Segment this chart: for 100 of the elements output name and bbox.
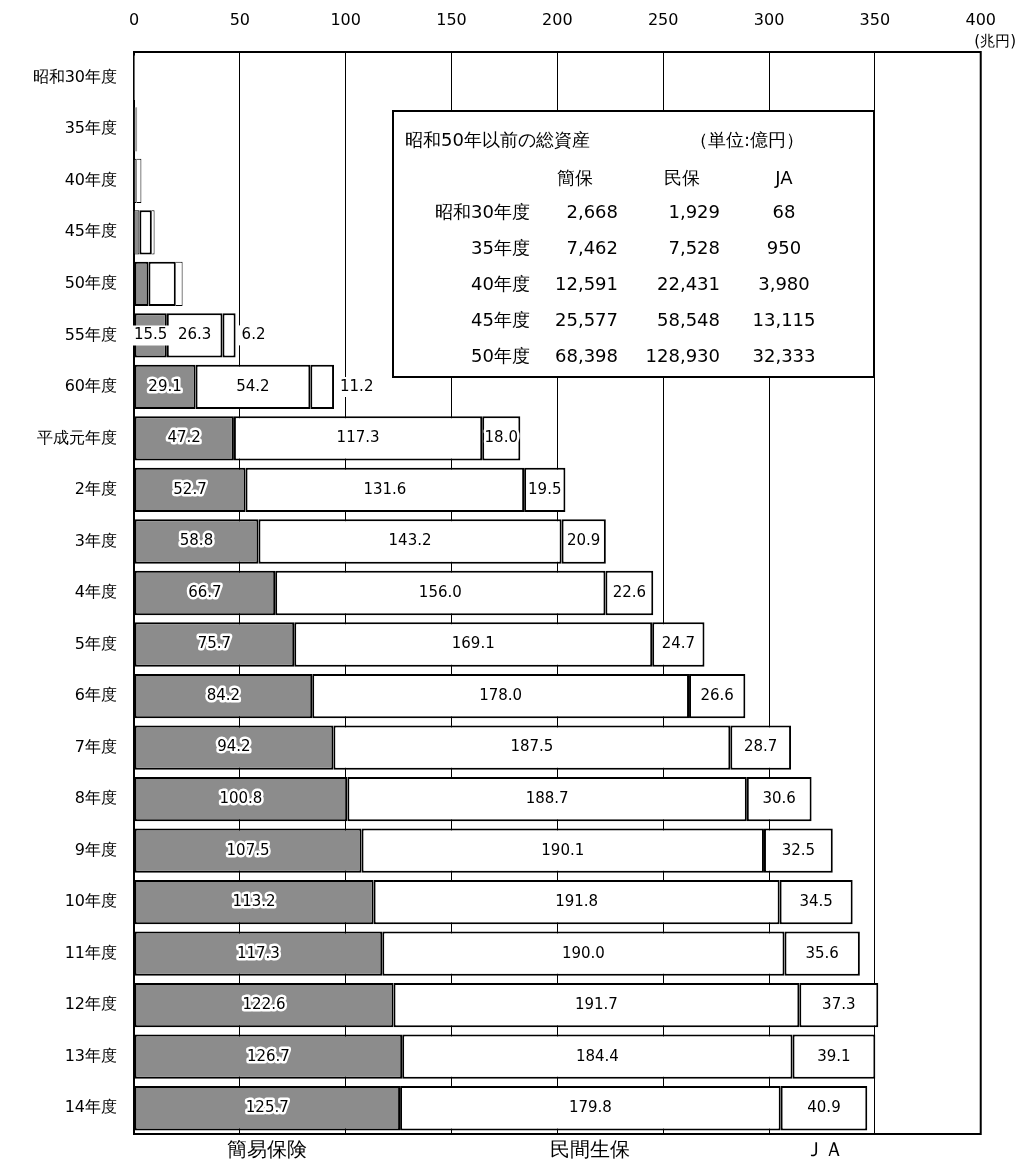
data-label: 84.2 (206, 685, 241, 704)
annotation: 7,528 (668, 237, 720, 258)
data-label: 58.8 (179, 531, 214, 550)
data-label: 169.1 (451, 634, 495, 653)
y-tick-label: 13年度 (64, 1045, 117, 1065)
y-tick-label: 平成元年度 (37, 427, 117, 447)
data-label: 34.5 (799, 892, 833, 911)
data-label: 47.2 (167, 428, 201, 447)
x-tick-label: 0 (128, 9, 140, 29)
data-label: 75.7 (197, 634, 232, 653)
data-label: 19.5 (528, 479, 562, 498)
data-label: 188.7 (525, 788, 569, 807)
annotation: 32,333 (752, 345, 816, 366)
annotation: JA (775, 167, 793, 188)
x-tick-label: 150 (436, 9, 467, 29)
data-label: 143.2 (388, 531, 432, 550)
annotation: 簡保 (557, 167, 593, 188)
data-label: 15.5 (133, 325, 168, 344)
data-label: 125.7 (245, 1098, 289, 1117)
data-label: 156.0 (418, 582, 462, 601)
data-label: 30.6 (762, 788, 796, 807)
x-tick-label: 50 (229, 9, 251, 29)
x-tick-label: 400 (965, 9, 996, 29)
data-label: 122.6 (242, 995, 286, 1014)
annotation: 1,929 (668, 201, 720, 222)
y-tick-label: 4年度 (74, 582, 117, 602)
annotation: 昭和50年以前の総資産 (405, 129, 590, 150)
series-label: 民間生保 (550, 1136, 631, 1161)
annotation: 950 (766, 237, 802, 258)
x-tick-label: 100 (330, 9, 361, 29)
annotation: 昭和30年度 (435, 201, 530, 222)
y-tick-label: 3年度 (74, 530, 117, 550)
data-label: 191.8 (555, 892, 599, 911)
data-label: 131.6 (363, 479, 407, 498)
data-label: 28.7 (743, 737, 778, 756)
annotation: 68 (772, 201, 796, 222)
annotation: 50年度 (471, 345, 530, 366)
annotation: 35年度 (471, 237, 530, 258)
y-tick-label: 昭和30年度 (32, 66, 117, 86)
data-label: 191.7 (574, 995, 618, 1014)
annotation: 7,462 (566, 237, 618, 258)
data-label: 107.5 (226, 840, 270, 859)
y-tick-label: 40年度 (64, 169, 117, 189)
annotation: 13,115 (752, 309, 816, 330)
x-tick-label: 300 (753, 9, 785, 29)
annotation: 12,591 (555, 273, 618, 294)
annotation: 68,398 (555, 345, 618, 366)
y-tick-label: 12年度 (64, 994, 117, 1014)
y-tick-label: 7年度 (74, 736, 117, 756)
data-label: 184.4 (575, 1046, 619, 1065)
data-label: 35.6 (805, 943, 839, 962)
y-tick-label: 2年度 (74, 479, 117, 499)
annotation: （単位:億円） (690, 129, 805, 150)
y-tick-label: 55年度 (64, 324, 117, 344)
y-tick-label: 50年度 (64, 273, 117, 293)
data-label: 32.5 (781, 840, 816, 859)
data-label: 126.7 (246, 1046, 290, 1065)
annotation: 58,548 (657, 309, 720, 330)
y-tick-label: 8年度 (74, 788, 117, 808)
y-tick-label: 11年度 (64, 942, 117, 962)
y-tick-label: 9年度 (74, 839, 117, 859)
y-tick-label: 5年度 (74, 633, 117, 653)
data-label: 54.2 (236, 376, 270, 395)
data-label: 187.5 (510, 737, 554, 756)
data-label: 190.1 (541, 840, 585, 859)
data-label: 66.7 (188, 582, 222, 601)
data-label: 94.2 (217, 737, 251, 756)
data-label: 11.2 (340, 376, 374, 395)
x-tick-label: 250 (647, 9, 679, 29)
data-label: 20.9 (567, 531, 601, 550)
x-tick-label: 200 (542, 9, 573, 29)
data-label: 100.8 (219, 788, 263, 807)
data-label: 26.3 (177, 325, 212, 344)
x-tick-label: 350 (859, 9, 891, 29)
data-label: 117.3 (336, 428, 380, 447)
annotation: 3,980 (758, 273, 810, 294)
data-label: 178.0 (479, 685, 523, 704)
annotation: 40年度 (471, 273, 530, 294)
data-label: 24.7 (661, 634, 696, 653)
data-label: 190.0 (561, 943, 605, 962)
data-label: 22.6 (612, 582, 647, 601)
x-axis-title: (兆円) (974, 31, 1016, 50)
y-tick-label: 10年度 (64, 891, 117, 911)
annotation: 45年度 (471, 309, 530, 330)
annotation: 2,668 (566, 201, 618, 222)
annotation: 民保 (664, 167, 700, 188)
series-label: ＪＡ (803, 1136, 844, 1161)
y-tick-label: 60年度 (64, 376, 117, 396)
annotation: 25,577 (555, 309, 618, 330)
series-label: 簡易保険 (227, 1136, 308, 1161)
annotation: 128,930 (645, 345, 720, 366)
data-label: 39.1 (817, 1046, 851, 1065)
y-tick-label: 6年度 (74, 685, 117, 705)
data-label: 18.0 (484, 428, 518, 447)
data-label: 6.2 (241, 325, 266, 344)
data-label: 26.6 (700, 685, 734, 704)
y-tick-label: 14年度 (64, 1097, 117, 1117)
annotation: 22,431 (657, 273, 720, 294)
y-tick-label: 35年度 (64, 118, 117, 138)
y-tick-label: 45年度 (64, 221, 117, 241)
